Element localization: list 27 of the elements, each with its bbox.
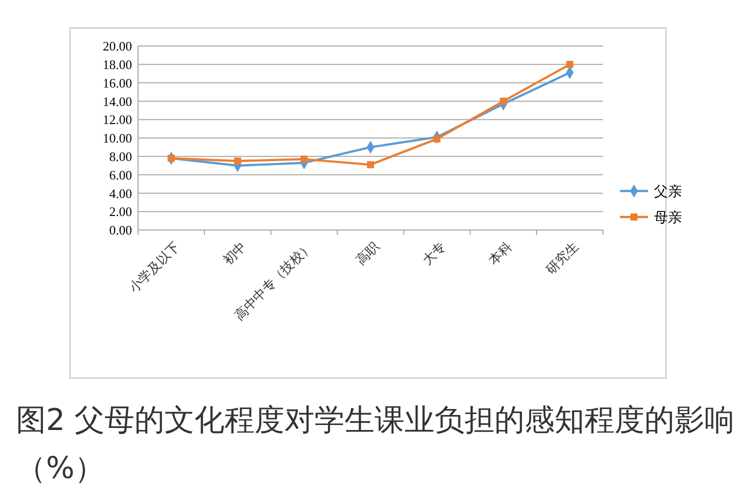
x-tick-label: 研究生 [544, 239, 582, 278]
y-tick-label: 18.00 [102, 56, 132, 72]
y-tick-label: 8.00 [109, 148, 132, 164]
y-tick-label: 2.00 [109, 204, 132, 220]
y-tick-label: 14.00 [102, 94, 132, 109]
y-tick-label: 16.00 [102, 75, 132, 90]
y-tick-label: 12.00 [102, 112, 132, 128]
legend-label: 父亲 [654, 184, 682, 200]
x-tick-label: 小学及以下 [126, 239, 184, 296]
x-tick-label: 初中 [220, 239, 250, 268]
text: 图2 父母的文化程度对学生课业负担的感知程度的影响（%） [16, 403, 735, 486]
point [433, 135, 440, 142]
legend-label: 母亲 [654, 210, 682, 226]
point [366, 161, 374, 168]
x-tick-label: 大专 [420, 239, 449, 268]
y-tick-label: 4.00 [109, 186, 132, 201]
x-tick-label: 高职 [352, 238, 383, 268]
point [168, 154, 175, 162]
x-tick-label: 本科 [486, 239, 516, 268]
y-tick-label: 10.00 [102, 130, 132, 146]
point [234, 157, 242, 165]
point [300, 156, 308, 163]
y-tick-label: 20.00 [102, 38, 132, 54]
y-tick-label: 6.00 [109, 167, 132, 182]
point [566, 60, 574, 68]
point [500, 98, 507, 105]
y-tick-label: 0.00 [109, 222, 132, 238]
